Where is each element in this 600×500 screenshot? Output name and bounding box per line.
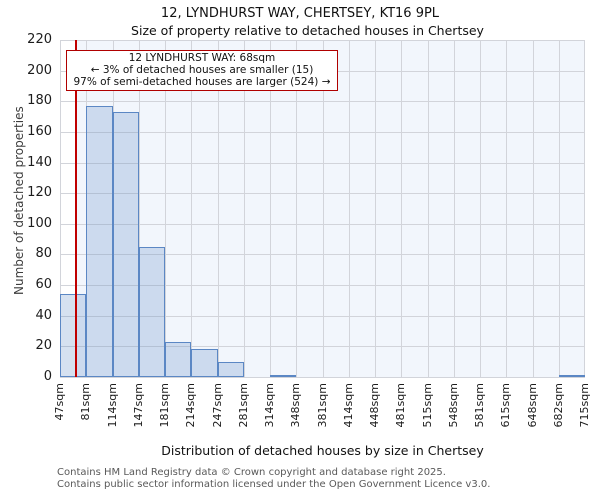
chart-subtitle: Size of property relative to detached ho…	[131, 23, 484, 38]
x-tick-label: 381sqm	[315, 383, 329, 428]
vertical-gridline	[453, 40, 455, 377]
plot-area: 12 LYNDHURST WAY: 68sqm ← 3% of detached…	[60, 40, 585, 378]
x-tick-label: 81sqm	[79, 383, 93, 421]
vertical-gridline	[243, 40, 245, 377]
x-tick-label: 247sqm	[210, 383, 224, 428]
y-tick-label: 180	[27, 93, 52, 109]
x-tick-label: 615sqm	[499, 383, 513, 428]
x-tick-label: 281sqm	[236, 383, 250, 428]
x-tick-label: 682sqm	[551, 383, 565, 428]
chart-title: 12, LYNDHURST WAY, CHERTSEY, KT16 9PL	[160, 6, 440, 21]
x-tick-label: 581sqm	[473, 383, 486, 428]
y-tick-label: 100	[27, 215, 52, 231]
vertical-gridline	[217, 40, 219, 377]
vertical-gridline	[427, 40, 429, 377]
annotation-line-2: ← 3% of detached houses are smaller (15)	[90, 63, 314, 76]
histogram-bar	[86, 105, 113, 377]
y-tick-label: 140	[27, 154, 52, 170]
property-size-marker-line	[75, 40, 77, 377]
larger-properties-band	[76, 40, 585, 377]
histogram-bar	[60, 294, 87, 377]
histogram-bar	[165, 341, 192, 377]
attribution-footer: Contains HM Land Registry data © Crown c…	[57, 467, 490, 490]
y-tick-label: 0	[43, 369, 52, 384]
annotation-line-3: 97% of semi-detached houses are larger (…	[73, 75, 331, 88]
y-axis-label: Number of detached properties	[12, 106, 26, 295]
vertical-gridline	[270, 40, 271, 377]
horizontal-gridline	[60, 377, 585, 378]
y-tick-label: 40	[35, 307, 52, 323]
x-tick-label: 548sqm	[446, 383, 460, 428]
histogram-bar	[112, 112, 139, 377]
histogram-bar	[191, 349, 218, 377]
x-tick-label: 715sqm	[578, 383, 591, 428]
vertical-gridline	[506, 40, 508, 377]
y-tick-label: 20	[35, 338, 52, 354]
vertical-gridline	[191, 40, 193, 377]
y-tick-label: 200	[27, 62, 52, 78]
histogram-bar	[270, 375, 297, 377]
vertical-gridline	[165, 40, 166, 377]
x-axis-label: Distribution of detached houses by size …	[161, 443, 484, 458]
vertical-gridline	[480, 40, 481, 377]
annotation-line-1: 12 LYNDHURST WAY: 68sqm	[128, 52, 276, 64]
vertical-gridline	[138, 40, 140, 377]
x-tick-label: 314sqm	[263, 383, 276, 428]
annotation-box: 12 LYNDHURST WAY: 68sqm ← 3% of detached…	[66, 50, 338, 92]
x-tick-label: 147sqm	[131, 383, 145, 428]
x-tick-label: 114sqm	[105, 383, 119, 428]
footer-line-2: Contains public sector information licen…	[57, 478, 491, 490]
footer-line-1: Contains HM Land Registry data © Crown c…	[57, 467, 446, 478]
y-tick-label: 80	[35, 246, 52, 262]
vertical-gridline	[296, 40, 298, 377]
y-tick-label: 220	[27, 32, 52, 47]
x-tick-label: 181sqm	[158, 383, 171, 428]
x-tick-label: 214sqm	[184, 383, 198, 428]
histogram-bar	[138, 246, 165, 377]
x-tick-label: 414sqm	[341, 383, 355, 428]
x-tick-label: 648sqm	[525, 383, 539, 428]
vertical-gridline	[584, 40, 585, 377]
vertical-gridline	[401, 40, 403, 377]
vertical-gridline	[322, 40, 324, 377]
x-tick-label: 47sqm	[53, 383, 66, 421]
y-tick-label: 120	[27, 185, 52, 201]
y-tick-label: 160	[27, 123, 52, 139]
vertical-gridline	[60, 40, 61, 377]
vertical-gridline	[558, 40, 560, 377]
x-tick-label: 515sqm	[420, 383, 434, 428]
x-tick-label: 448sqm	[368, 383, 381, 428]
vertical-gridline	[532, 40, 534, 377]
x-tick-label: 481sqm	[394, 383, 408, 428]
vertical-gridline	[375, 40, 376, 377]
vertical-gridline	[348, 40, 350, 377]
histogram-bar	[217, 361, 244, 377]
y-tick-label: 60	[35, 277, 52, 293]
x-tick-label: 348sqm	[289, 383, 303, 428]
histogram-bar	[558, 375, 585, 377]
